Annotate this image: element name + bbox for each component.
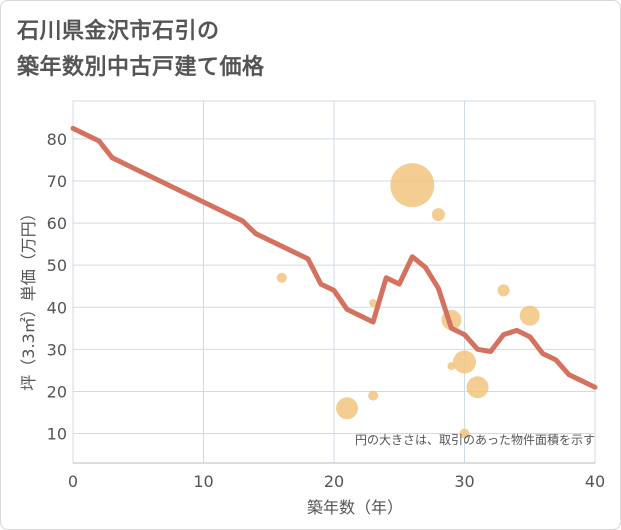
y-axis-label: 坪（3.3㎡）単価（万円）: [19, 205, 38, 390]
y-tick-label: 50: [47, 256, 67, 275]
y-tick-label: 70: [47, 172, 67, 191]
y-tick-label: 20: [47, 382, 67, 401]
y-tick-label: 30: [47, 340, 67, 359]
average-line-series: [70, 125, 598, 390]
y-tick-label: 60: [47, 214, 67, 233]
y-tick-label: 80: [47, 130, 67, 149]
y-tick-label: 10: [47, 425, 67, 444]
y-tick-label: 40: [47, 298, 67, 317]
bubble-point: [453, 350, 476, 374]
grid-lines: [73, 101, 595, 464]
chart-title: 石川県金沢市石引の 築年数別中古戸建て価格: [17, 14, 265, 86]
bubble-point: [336, 397, 359, 420]
bubble-point: [276, 272, 287, 283]
chart-title-line2: 築年数別中古戸建て価格: [17, 55, 265, 80]
bubble-point: [466, 376, 489, 399]
bubble-size-note: 円の大きさは、取引のあった物件面積を示す: [355, 432, 595, 447]
bubble-point: [459, 428, 470, 439]
bubble-series: [276, 163, 540, 439]
chart-title-line1: 石川県金沢市石引の: [17, 19, 220, 44]
x-tick-label: 0: [68, 472, 78, 491]
average-price-line: [70, 125, 598, 390]
bubble-point: [497, 284, 510, 297]
x-axis-label: 築年数（年）: [307, 498, 403, 517]
x-tick-label: 30: [454, 472, 474, 491]
bubble-point: [390, 163, 435, 208]
x-tick-label: 20: [324, 472, 344, 491]
bubble-point: [369, 299, 378, 308]
bubble-point: [368, 390, 379, 401]
x-tick-label: 40: [585, 472, 605, 491]
x-axis-ticks: 0 10 20 30 40: [68, 472, 605, 491]
y-axis-ticks: 10 20 30 40 50 60 70 80: [47, 130, 67, 444]
x-tick-label: 10: [193, 472, 213, 491]
bubble-point: [431, 208, 445, 222]
bubble-point: [519, 305, 540, 326]
